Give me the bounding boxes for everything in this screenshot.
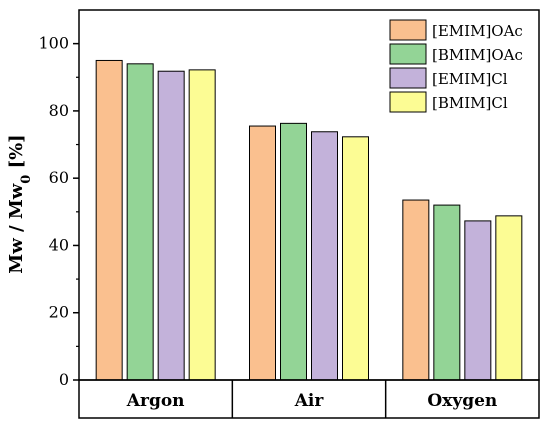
category-label-argon: Argon [126, 391, 185, 411]
legend-label: [BMIM]OAc [432, 46, 523, 64]
bar-argon-2 [157, 70, 185, 381]
bar-series [95, 59, 523, 381]
category-box-frame [78, 379, 540, 419]
y-tick-label: 80 [49, 101, 69, 120]
category-label-oxygen: Oxygen [427, 391, 497, 411]
bar-argon-1 [126, 63, 154, 381]
legend-swatch [389, 43, 427, 65]
legend-label: [BMIM]Cl [432, 94, 508, 112]
y-tick-label: 60 [49, 168, 69, 187]
y-tick-label: 100 [38, 34, 69, 53]
y-axis-title: Mw / Mw0 [%] [6, 134, 34, 273]
bar-air-1 [280, 122, 307, 381]
legend-swatch [389, 91, 427, 113]
bar-oxygen-2 [464, 220, 492, 381]
y-tick-label: 20 [49, 303, 69, 322]
y-tick-label: 0 [59, 370, 69, 389]
bar-air-0 [249, 125, 276, 381]
bar-oxygen-1 [433, 204, 461, 381]
bar-air-3 [342, 136, 369, 381]
bar-argon-3 [188, 69, 216, 381]
bar-air-2 [311, 131, 338, 381]
y-axis-ticks: 0 20 40 60 80 100 [38, 34, 79, 389]
y-axis-title-subscript: 0 [19, 175, 34, 184]
legend-label: [EMIM]OAc [432, 22, 523, 40]
y-axis-title-main: Mw / Mw [6, 183, 27, 273]
bar-oxygen-3 [495, 215, 523, 381]
legend-swatch [389, 67, 427, 89]
legend: [EMIM]OAc [BMIM]OAc [EMIM]Cl [BMIM]Cl [389, 19, 523, 113]
svg-text:Mw / Mw0 [%]: Mw / Mw0 [%] [6, 134, 34, 273]
category-label-air: Air [294, 391, 325, 411]
category-axis-box: Argon Air Oxygen [78, 379, 540, 419]
legend-label: [EMIM]Cl [432, 70, 508, 88]
bar-oxygen-0 [402, 199, 430, 381]
legend-swatch [389, 19, 427, 41]
y-axis-title-unit: [%] [6, 134, 27, 174]
bar-argon-0 [95, 59, 123, 381]
y-tick-label: 40 [49, 235, 69, 254]
